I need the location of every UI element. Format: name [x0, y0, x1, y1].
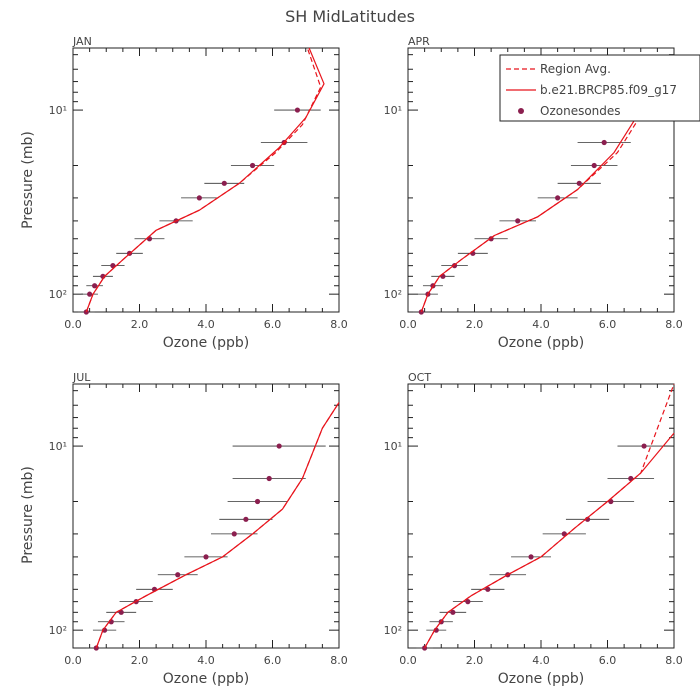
model-line-oct [424, 432, 675, 649]
obs-point-apr [601, 139, 607, 146]
panel-title-jul: JUL [72, 371, 91, 384]
panel-jul: JUL 0.0 2.0 4.0 6.0 8.0 10¹ 10² Ozone (ppb) [49, 371, 348, 687]
legend-model-label: b.e21.BRCP85.f09_g17 [540, 83, 677, 97]
x-tick-label-apr: 6.0 [599, 318, 617, 331]
obs-point-jan [221, 180, 227, 186]
x-tick-label-oct: 6.0 [599, 654, 617, 667]
obs-point-oct [485, 586, 491, 592]
legend-obs-marker [518, 108, 524, 114]
x-axis-label-oct: Ozone (ppb) [498, 671, 584, 687]
x-tick-label-oct: 8.0 [665, 654, 683, 667]
chart-title: SH MidLatitudes [285, 7, 415, 26]
x-axis-label-jul: Ozone (ppb) [163, 671, 249, 687]
obs-point-jan [196, 195, 202, 201]
x-tick-label-oct: 2.0 [466, 654, 484, 667]
obs-point-apr [576, 180, 582, 186]
model-line-jul [95, 402, 340, 649]
obs-point-jul [175, 572, 181, 578]
plot-frame-jan [72, 47, 340, 313]
y-tick-label-jul: 10² [49, 624, 67, 637]
x-tick-label-oct: 4.0 [532, 654, 550, 667]
x-tick-label-jan: 6.0 [264, 318, 282, 331]
y-tick-label-jul: 10¹ [49, 440, 67, 453]
x-tick-label-oct: 0.0 [399, 654, 417, 667]
plot-frame-oct [407, 383, 675, 649]
y-tick-label-oct: 10¹ [384, 440, 402, 453]
obs-point-jul [276, 443, 282, 449]
legend-region-label: Region Avg. [540, 62, 611, 76]
obs-point-jul [231, 531, 237, 537]
region-avg-line-jul [95, 402, 340, 649]
obs-point-jul [118, 609, 124, 615]
x-tick-label-apr: 2.0 [466, 318, 484, 331]
obs-point-oct [641, 443, 647, 449]
obs-point-oct [450, 609, 456, 615]
region-avg-line-jan [85, 47, 322, 313]
x-tick-label-jul: 4.0 [197, 654, 215, 667]
legend-box [499, 54, 700, 122]
x-tick-label-jan: 0.0 [64, 318, 82, 331]
x-tick-label-apr: 4.0 [532, 318, 550, 331]
obs-point-apr [591, 162, 597, 169]
y-tick-label-oct: 10² [384, 624, 402, 637]
panel-oct: OCT 0.0 2.0 4.0 6.0 8.0 10¹ 10² Ozone (ppb) [384, 371, 683, 687]
obs-point-apr [555, 195, 561, 201]
y-axis-label-bottom: Pressure (mb) [20, 466, 36, 564]
obs-point-jan [87, 291, 93, 297]
obs-point-oct [465, 599, 471, 605]
legend: Region Avg. b.e21.BRCP85.f09_g17 Ozoneso… [499, 54, 700, 122]
obs-point-jul [266, 475, 272, 482]
panel-apr: APR 0.0 2.0 4.0 6.0 8.0 10¹ 10² Ozone (ppb) [384, 35, 683, 351]
obs-point-jan [249, 162, 256, 169]
legend-obs-label: Ozonesondes [540, 104, 621, 118]
y-tick-label-apr: 10¹ [384, 104, 402, 117]
model-line-jan [85, 47, 325, 313]
y-axis-label-top: Pressure (mb) [20, 131, 36, 229]
x-tick-label-jul: 8.0 [330, 654, 348, 667]
x-tick-label-apr: 8.0 [665, 318, 683, 331]
obs-point-jan [294, 107, 301, 113]
model-line-apr [420, 55, 675, 313]
plot-frame-jul [72, 383, 340, 649]
x-axis-label-jan: Ozone (ppb) [163, 335, 249, 351]
obs-point-oct [528, 554, 534, 560]
y-tick-label-jan: 10¹ [49, 104, 67, 117]
x-tick-label-jan: 8.0 [330, 318, 348, 331]
panel-title-apr: APR [408, 35, 430, 48]
region-avg-line-oct [424, 383, 675, 649]
x-tick-label-apr: 0.0 [399, 318, 417, 331]
y-tick-label-jan: 10² [49, 288, 67, 301]
x-tick-label-jul: 6.0 [264, 654, 282, 667]
x-axis-label-apr: Ozone (ppb) [498, 335, 584, 351]
obs-point-apr [515, 218, 521, 224]
obs-point-jul [203, 554, 209, 560]
y-tick-label-apr: 10² [384, 288, 402, 301]
panel-title-oct: OCT [408, 371, 431, 384]
obs-point-jan [92, 283, 98, 289]
x-tick-label-jan: 4.0 [197, 318, 215, 331]
x-tick-label-jan: 2.0 [131, 318, 149, 331]
panel-title-jan: JAN [72, 35, 92, 48]
x-tick-label-jul: 2.0 [131, 654, 149, 667]
x-tick-label-jul: 0.0 [64, 654, 82, 667]
obs-point-jul [243, 516, 249, 522]
panel-jan: JAN 0.0 2.0 4.0 6.0 8.0 10¹ 10² Ozone (ppb) [49, 35, 348, 351]
obs-point-jul [254, 498, 261, 505]
obs-point-jul [93, 645, 99, 651]
